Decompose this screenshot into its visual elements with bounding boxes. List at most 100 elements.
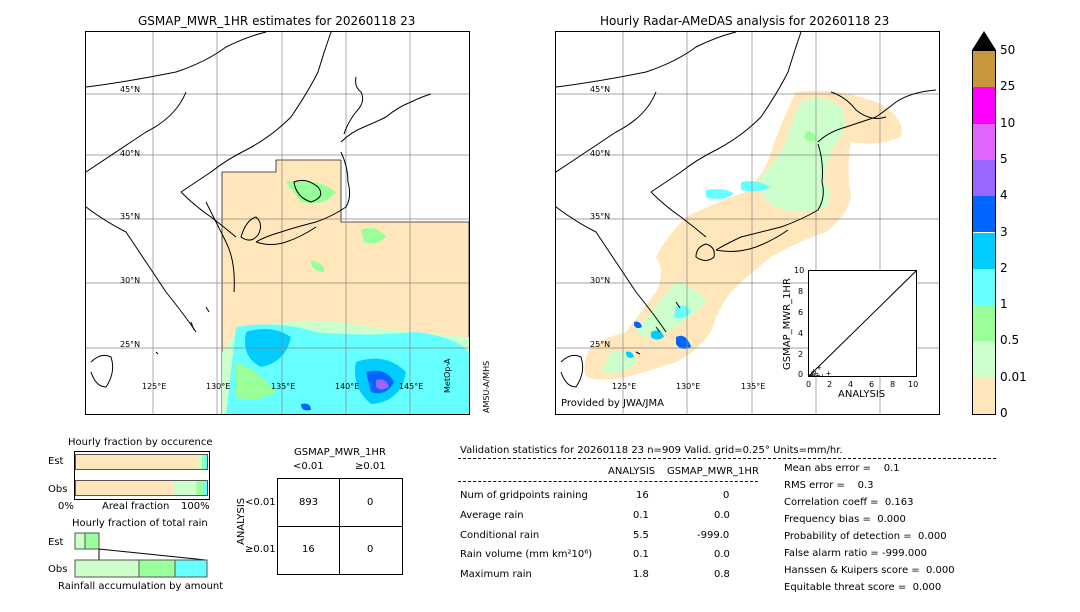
right-map-title: Hourly Radar-AMeDAS analysis for 2026011… (600, 14, 890, 28)
contingency-row2: ≥0.01 (245, 544, 276, 555)
scatter-point: + (826, 369, 832, 376)
contingency-title: GSMAP_MWR_1HR (294, 447, 386, 458)
score-1: RMS error = 0.3 (784, 480, 874, 491)
total-rain-title: Hourly fraction of total rain (72, 518, 208, 529)
one-to-one-line (808, 270, 917, 377)
stat-a-2: 5.5 (633, 530, 649, 541)
colorbar-tick-label: 10 (1000, 115, 1016, 130)
right-lat-40: 40°N (590, 149, 611, 158)
inset-xtick-6: 6 (869, 380, 875, 389)
left-map-canvas (86, 32, 469, 414)
inset-xtick-10: 10 (908, 380, 919, 389)
left-lon-135: 135°E (271, 382, 296, 391)
stat-g-2: -999.0 (697, 530, 730, 541)
right-lat-35: 35°N (590, 212, 611, 221)
left-lat-25: 25°N (120, 340, 141, 349)
colorbar-tick-label: 3 (1000, 224, 1008, 239)
right-lat-25: 25°N (590, 340, 611, 349)
occurrence-title: Hourly fraction by occurence (68, 437, 213, 448)
colorbar (972, 50, 996, 415)
cell-01: 0 (367, 497, 374, 508)
validation-col-analysis: ANALYSIS (608, 466, 656, 477)
left-lat-30: 30°N (120, 276, 141, 285)
validation-header: Validation statistics for 20260118 23 n=… (460, 445, 843, 456)
inset-canvas: ++++++++++ (808, 270, 917, 381)
colorbar-tick-label: 0 (1000, 406, 1008, 420)
inset-scatter: ++++++++++ (808, 270, 917, 381)
scatter-point: + (815, 371, 821, 376)
stat-label-0: Num of gridpoints raining (460, 490, 588, 501)
right-map: 45°N 40°N 35°N 30°N 25°N 125°E 130°E 135… (555, 31, 940, 415)
inset-xlabel: ANALYSIS (838, 389, 886, 400)
left-lon-130: 130°E (206, 382, 231, 391)
validation-divider-top (458, 458, 996, 459)
colorbar-segment (973, 341, 995, 378)
colorbar-tick-label: 2 (1000, 260, 1008, 275)
right-lon-130: 130°E (676, 382, 701, 391)
sensor-label-1: MetOp-A (443, 358, 452, 393)
credit-label: Provided by JWA/JMA (561, 398, 664, 409)
sensor-label-2: AMSU-A/MHS (482, 360, 491, 413)
contingency-col2: ≥0.01 (355, 461, 386, 472)
score-6: Hanssen & Kuipers score = 0.000 (784, 565, 955, 576)
scatter-point: + (810, 371, 816, 376)
total-rain-chart (74, 532, 208, 579)
stat-label-1: Average rain (460, 510, 524, 521)
contingency-col1: <0.01 (293, 461, 324, 472)
colorbar-tick-label: 0.01 (1000, 369, 1027, 384)
inset-ytick-0: 0 (798, 370, 804, 379)
scatter-point: + (816, 364, 822, 372)
validation-divider-mid (458, 481, 758, 482)
occurrence-axis-right: 100% (181, 501, 210, 512)
occurrence-row-est: Est (48, 456, 64, 467)
colorbar-segment (973, 232, 995, 269)
cell-11: 0 (367, 544, 374, 555)
colorbar-segment (973, 377, 995, 414)
colorbar-tick-label: 5 (1000, 151, 1008, 166)
stat-a-4: 1.8 (633, 569, 649, 580)
stat-a-1: 0.1 (633, 510, 649, 521)
stat-g-0: 0 (723, 490, 730, 501)
stat-a-3: 0.1 (633, 549, 649, 560)
left-lon-140: 140°E (335, 382, 360, 391)
right-lon-125: 125°E (612, 382, 637, 391)
left-map: 45°N 40°N 35°N 30°N 25°N 125°E 130°E 135… (85, 31, 470, 415)
inset-ytick-4: 4 (798, 329, 804, 338)
score-0: Mean abs error = 0.1 (784, 463, 900, 474)
colorbar-tick-label: 25 (1000, 79, 1016, 94)
cell-00: 893 (299, 497, 319, 508)
colorbar-segment (973, 51, 995, 88)
occurrence-chart (74, 451, 210, 500)
score-4: Probability of detection = 0.000 (784, 531, 947, 542)
total-rain-row-est: Est (48, 537, 64, 548)
total-rain-row-obs: Obs (48, 564, 68, 575)
right-lat-30: 30°N (590, 276, 611, 285)
left-lon-125: 125°E (142, 382, 167, 391)
right-map-canvas (556, 32, 939, 414)
colorbar-tick-label: 50 (1000, 43, 1016, 57)
scatter-point: + (813, 369, 819, 376)
stat-a-0: 16 (636, 490, 649, 501)
colorbar-tick-label: 4 (1000, 188, 1008, 203)
occurrence-row-obs: Obs (48, 484, 68, 495)
left-lon-145: 145°E (399, 382, 424, 391)
total-rain-axis: Rainfall accumulation by amount (58, 581, 224, 592)
occurrence-est-bar (75, 454, 208, 470)
colorbar-segment (973, 305, 995, 342)
stat-g-4: 0.8 (714, 569, 730, 580)
colorbar-tick-label: 0.5 (1000, 333, 1020, 348)
inset-ytick-2: 2 (798, 350, 804, 359)
score-5: False alarm ratio = -999.000 (784, 548, 927, 559)
occurrence-axis-mid: Areal fraction (102, 501, 170, 512)
right-lat-45: 45°N (590, 85, 611, 94)
stat-g-1: 0.0 (714, 510, 730, 521)
inset-ylabel: GSMAP_MWR_1HR (782, 278, 793, 370)
inset-xtick-2: 2 (827, 380, 833, 389)
total-rain-canvas (74, 532, 208, 578)
stat-g-3: 0.0 (714, 549, 730, 560)
inset-ytick-8: 8 (798, 287, 804, 296)
colorbar-segment (973, 268, 995, 306)
stat-label-3: Rain volume (mm km²10⁶) (460, 549, 593, 560)
contingency-row1: <0.01 (245, 497, 276, 508)
left-map-title: GSMAP_MWR_1HR estimates for 20260118 23 (138, 14, 416, 28)
